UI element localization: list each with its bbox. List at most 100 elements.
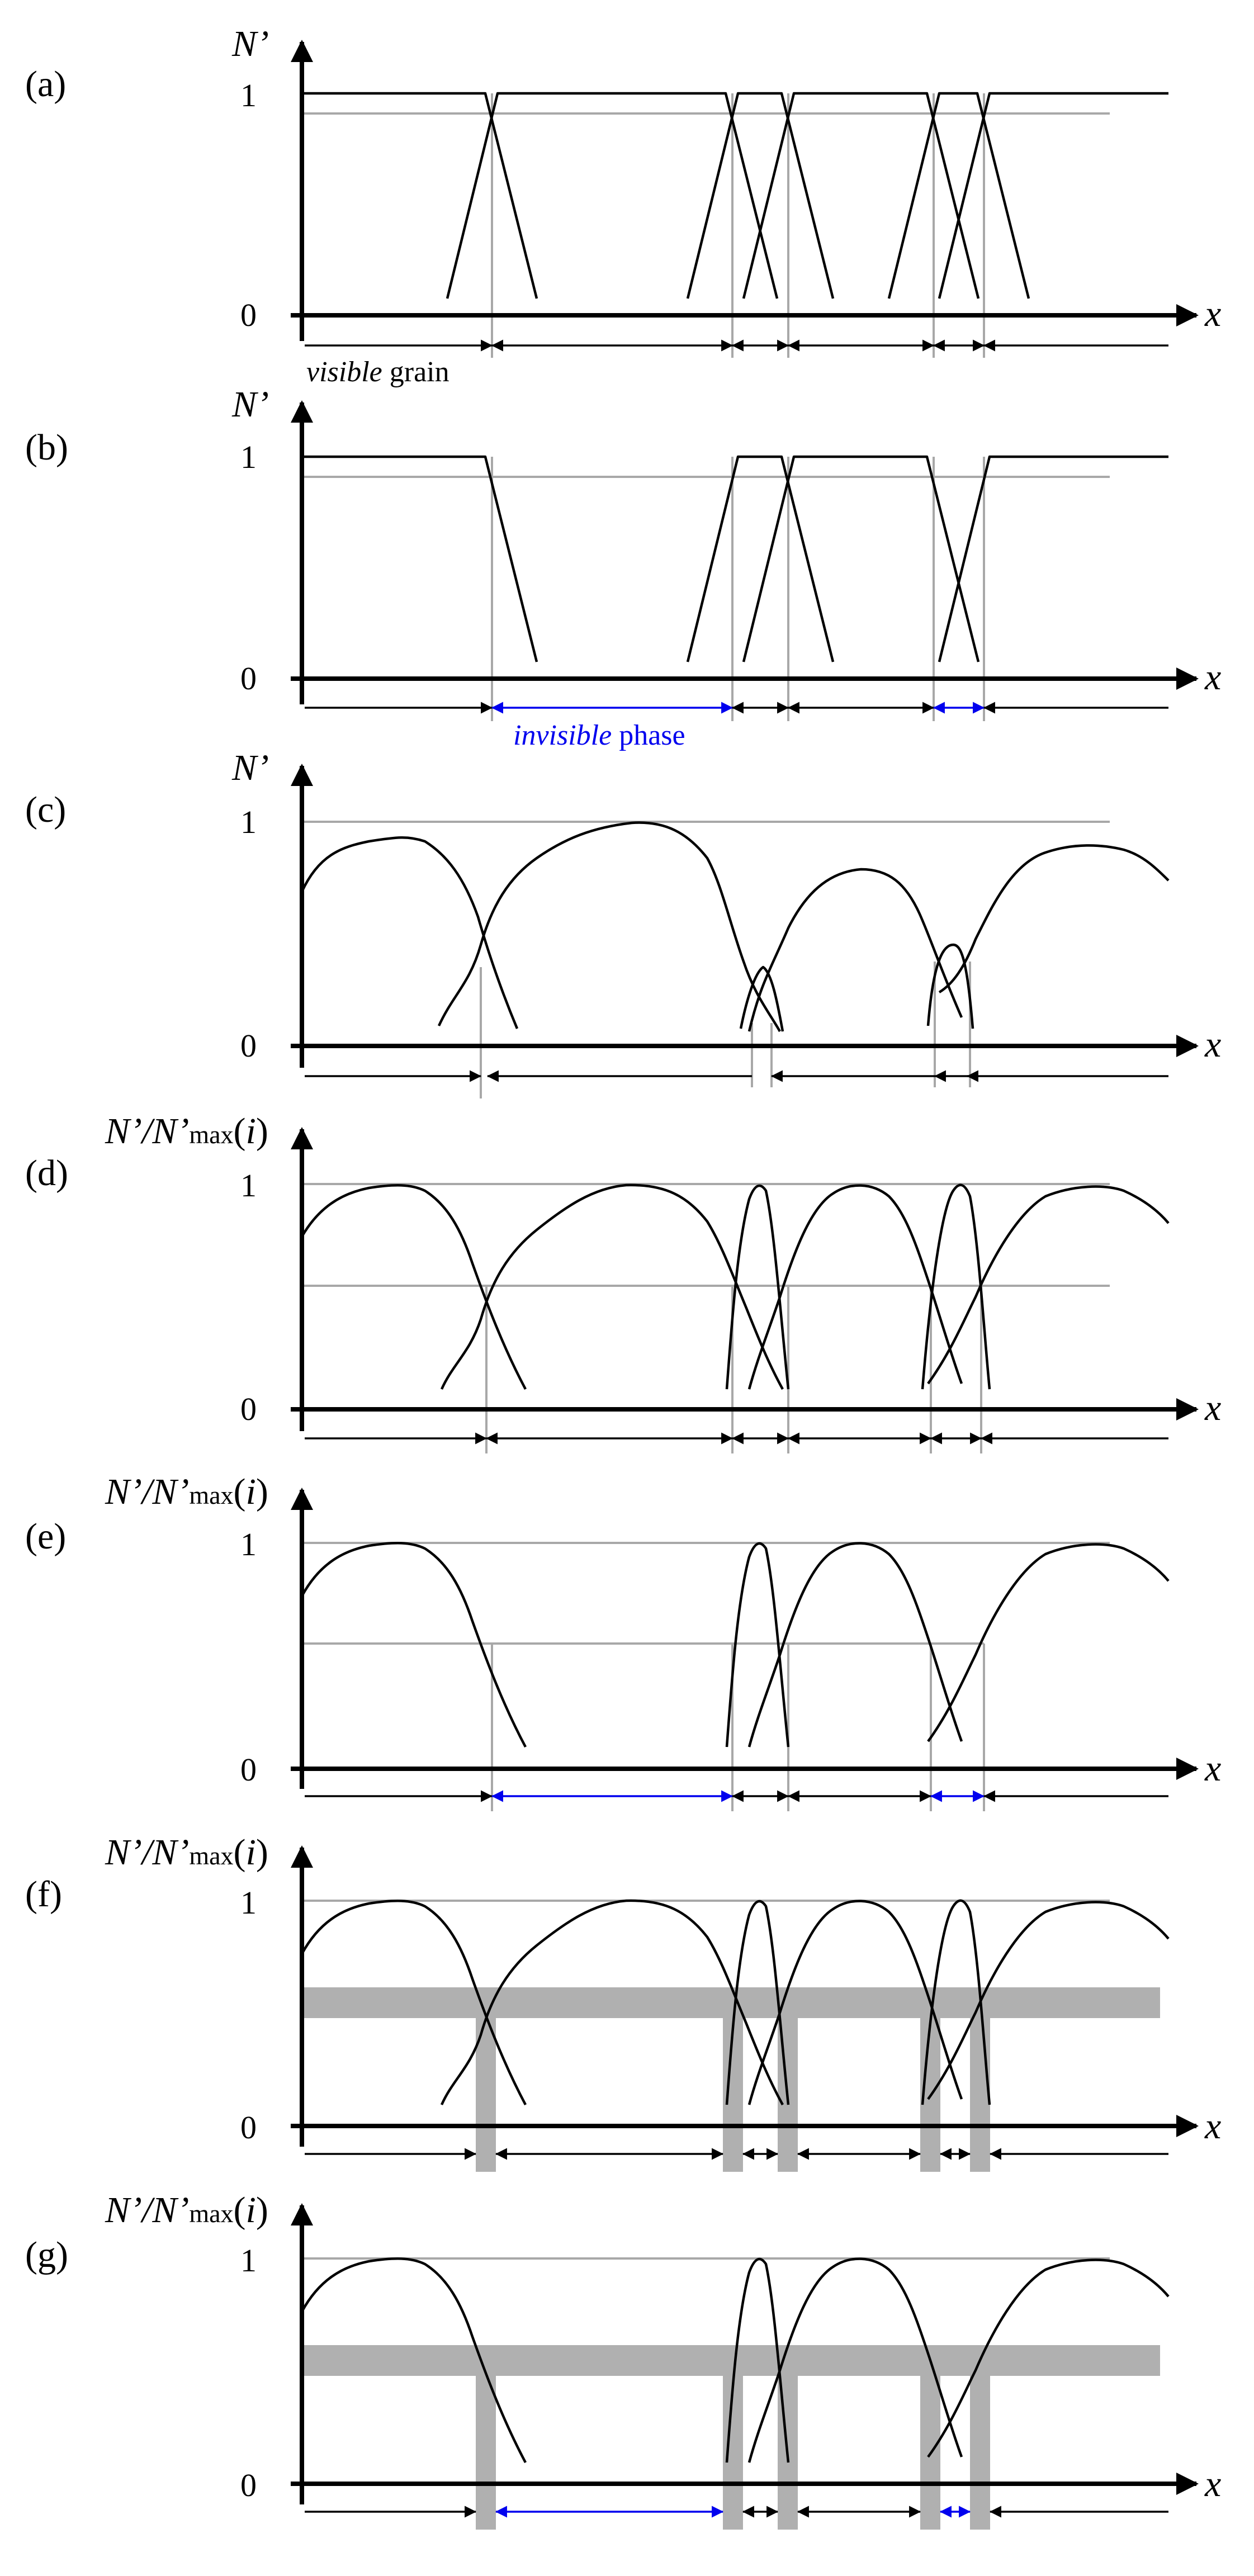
boundary-band-2 (723, 2376, 743, 2530)
y-label-close-paren: ) (256, 1111, 268, 1152)
curve-normalized-grain (725, 2257, 790, 2463)
panel-c: (c) N’ 1 0 x (25, 747, 1221, 1098)
y-label-main: N’/N’ (105, 1111, 189, 1152)
curve-normalized-grain (927, 1185, 1170, 1385)
curve-normalized-grain (747, 1184, 963, 1390)
curve-grain (302, 92, 538, 299)
curve-normalized-grain (747, 1542, 963, 1748)
panel-label: (d) (25, 1153, 68, 1194)
curve-normalized-grain (921, 1183, 991, 1390)
y-label-open-paren: ( (234, 2190, 246, 2231)
boundary-band-5 (970, 2376, 990, 2530)
curve-normalized-grain (725, 1542, 790, 1748)
curve-grain (686, 92, 835, 299)
curve-normalized-grain (927, 2258, 1170, 2458)
y-tick-0: 0 (240, 2467, 257, 2503)
x-axis-label: x (1204, 1024, 1221, 1065)
panel-a: (a) N’ 1 0 x visible grain (25, 23, 1221, 388)
boundary-band-2 (723, 2018, 743, 2172)
y-tick-0: 0 (240, 660, 257, 697)
curve-grain (742, 92, 980, 299)
y-axis-label: N’/N’max(i) (105, 2190, 268, 2231)
threshold-band (302, 1987, 1160, 2018)
curve-grain (446, 92, 779, 299)
y-axis-label: N’ (231, 747, 269, 788)
y-label-close-paren: ) (256, 1471, 268, 1512)
y-tick-0: 0 (240, 297, 257, 333)
y-tick-0: 0 (240, 1027, 257, 1064)
y-label-index: i (246, 1832, 256, 1873)
curve-normalized-grain (301, 1542, 527, 1748)
x-axis-label: x (1204, 1388, 1221, 1428)
curve-grain (300, 836, 519, 1029)
y-label-open-paren: ( (234, 1471, 246, 1512)
annotation-italic: visible (306, 356, 382, 388)
y-label-subscript: max (189, 1841, 233, 1870)
curve-grain (887, 92, 1030, 299)
panel-d: (d) N’/N’max(i) 1 0 x (25, 1111, 1221, 1453)
y-axis-label: N’/N’max(i) (105, 1111, 268, 1152)
y-tick-0: 0 (240, 1391, 257, 1427)
curve-normalized-grain (747, 2257, 963, 2463)
panel-g: (g) N’/N’max(i) 1 0 x (25, 2190, 1221, 2530)
panel-label: (c) (25, 789, 66, 830)
curve-normalized-grain (725, 1900, 790, 2105)
y-tick-1: 1 (240, 1167, 257, 1204)
y-label-main: N’/N’ (105, 2190, 189, 2231)
boundary-band-1 (476, 2376, 496, 2530)
y-label-index: i (246, 2190, 256, 2231)
y-tick-1: 1 (240, 1526, 257, 1562)
annotation-invisible-phase: invisible phase (513, 719, 685, 751)
y-label-main: N’/N’ (105, 1471, 189, 1512)
y-label-close-paren: ) (256, 2190, 268, 2231)
panel-label: (b) (25, 427, 68, 468)
annotation-rest: phase (612, 719, 685, 751)
y-axis-label: N’/N’max(i) (105, 1471, 268, 1512)
curve-normalized-grain (921, 1899, 991, 2105)
x-axis-label: x (1204, 657, 1221, 698)
y-axis-label: N’ (231, 23, 269, 64)
y-label-index: i (246, 1471, 256, 1512)
threshold-band (302, 2345, 1160, 2376)
curve-grain (437, 821, 781, 1033)
y-label-index: i (246, 1111, 256, 1152)
y-tick-1: 1 (240, 1884, 257, 1921)
annotation-visible-grain: visible grain (306, 356, 449, 388)
x-axis-label: x (1204, 2106, 1221, 2147)
panel-e: (e) N’/N’max(i) 1 0 x (25, 1471, 1221, 1811)
x-axis-label: x (1204, 2464, 1221, 2504)
curve-normalized-grain (440, 1183, 784, 1390)
y-axis-label: N’/N’max(i) (105, 1832, 268, 1873)
curve-normalized-grain (927, 1543, 1170, 1742)
y-tick-1: 1 (240, 77, 257, 113)
y-tick-1: 1 (240, 2242, 257, 2279)
panel-b: (b) N’ 1 0 x invisible phase (25, 384, 1221, 751)
y-label-subscript: max (189, 1481, 233, 1509)
curve-normalized-grain (927, 1901, 1170, 2100)
annotation-rest: grain (382, 356, 449, 388)
curve-grain (747, 868, 963, 1032)
curve-normalized-grain (301, 2257, 527, 2464)
y-tick-0: 0 (240, 1751, 257, 1788)
curve-grain (302, 455, 538, 662)
panel-label: (g) (25, 2234, 68, 2275)
x-axis-label: x (1204, 1748, 1221, 1789)
panel-label: (f) (25, 1874, 62, 1915)
y-tick-0: 0 (240, 2109, 257, 2146)
y-label-open-paren: ( (234, 1111, 246, 1152)
annotation-italic: invisible (513, 719, 612, 751)
curve-normalized-grain (301, 1184, 527, 1390)
curve-grain (686, 455, 835, 662)
boundary-band-1 (476, 2018, 496, 2172)
panel-label: (a) (25, 64, 66, 105)
y-label-subscript: max (189, 1120, 233, 1149)
y-label-open-paren: ( (234, 1832, 246, 1873)
y-tick-1: 1 (240, 804, 257, 840)
curve-grain (938, 844, 1170, 993)
y-label-subscript: max (189, 2199, 233, 2228)
curve-grain (938, 92, 1168, 299)
curve-normalized-grain (440, 1899, 784, 2106)
y-axis-label: N’ (231, 384, 269, 425)
y-label-close-paren: ) (256, 1832, 268, 1873)
